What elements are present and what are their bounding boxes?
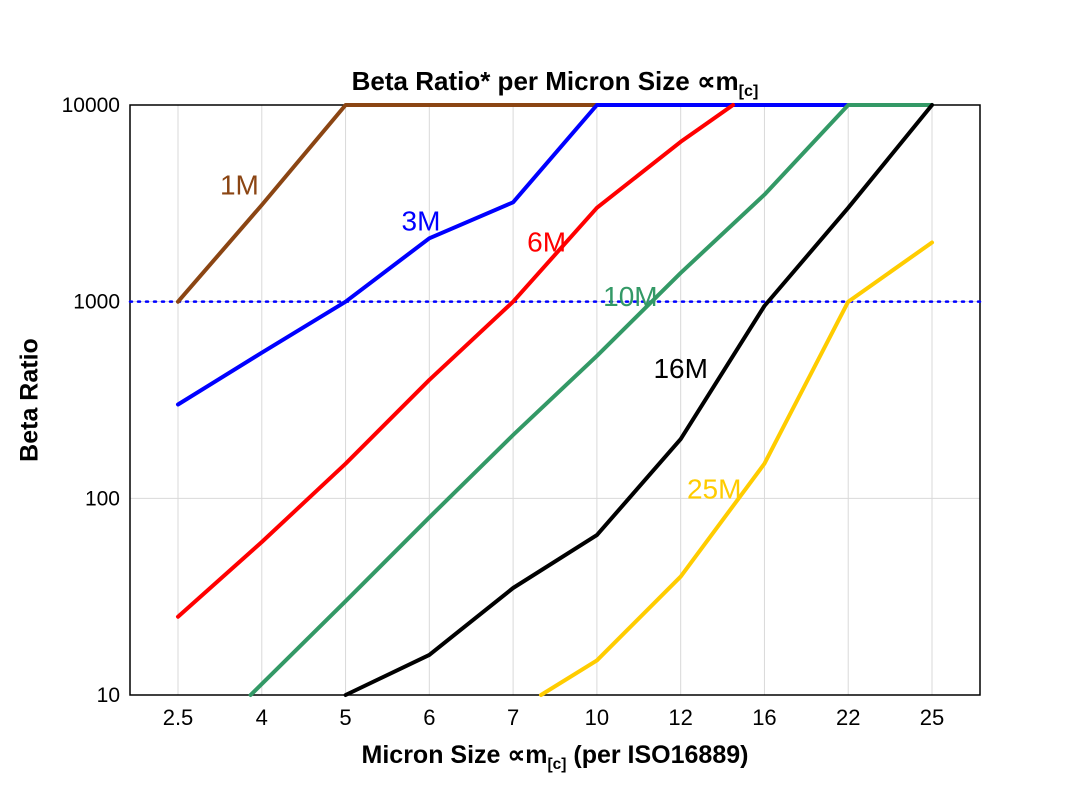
series-label-16M: 16M — [653, 353, 707, 384]
x-tick-label: 4 — [256, 705, 268, 730]
x-tick-label: 5 — [339, 705, 351, 730]
chart-title: Beta Ratio* per Micron Size ∝m[c] — [130, 66, 980, 101]
series-label-3M: 3M — [402, 206, 441, 237]
x-axis-title: Micron Size ∝m[c] (per ISO16889) — [130, 740, 980, 774]
series-line-6M — [176, 103, 735, 619]
y-tick-label: 10 — [97, 684, 120, 707]
x-axis-title-suffix: (per ISO16889) — [566, 741, 749, 769]
x-tick-label: 25 — [920, 705, 944, 730]
x-axis-title-text: Micron Size ∝m — [361, 741, 548, 769]
x-tick-label: 2.5 — [163, 705, 194, 730]
chart-title-text: Beta Ratio* per Micron Size ∝m — [351, 66, 739, 96]
series-label-10M: 10M — [603, 281, 657, 312]
x-tick-label: 16 — [752, 705, 776, 730]
series-line-1M — [176, 103, 599, 304]
series-label-1M: 1M — [220, 170, 259, 201]
y-tick-label: 100 — [85, 487, 120, 510]
series-label-25M: 25M — [687, 473, 741, 504]
x-tick-label: 22 — [836, 705, 860, 730]
series-line-10M — [248, 103, 934, 697]
series-label-6M: 6M — [527, 227, 566, 258]
x-tick-label: 6 — [423, 705, 435, 730]
x-tick-label: 7 — [507, 705, 519, 730]
series-line-3M — [176, 103, 851, 407]
y-tick-label: 10000 — [62, 94, 120, 117]
series-line-25M — [539, 240, 934, 697]
x-tick-label: 12 — [668, 705, 692, 730]
y-tick-label: 1000 — [73, 291, 120, 314]
x-tick-label: 10 — [585, 705, 609, 730]
chart-title-subscript: [c] — [738, 82, 759, 101]
series-line-16M — [343, 103, 934, 697]
x-axis-title-subscript: [c] — [547, 756, 567, 773]
